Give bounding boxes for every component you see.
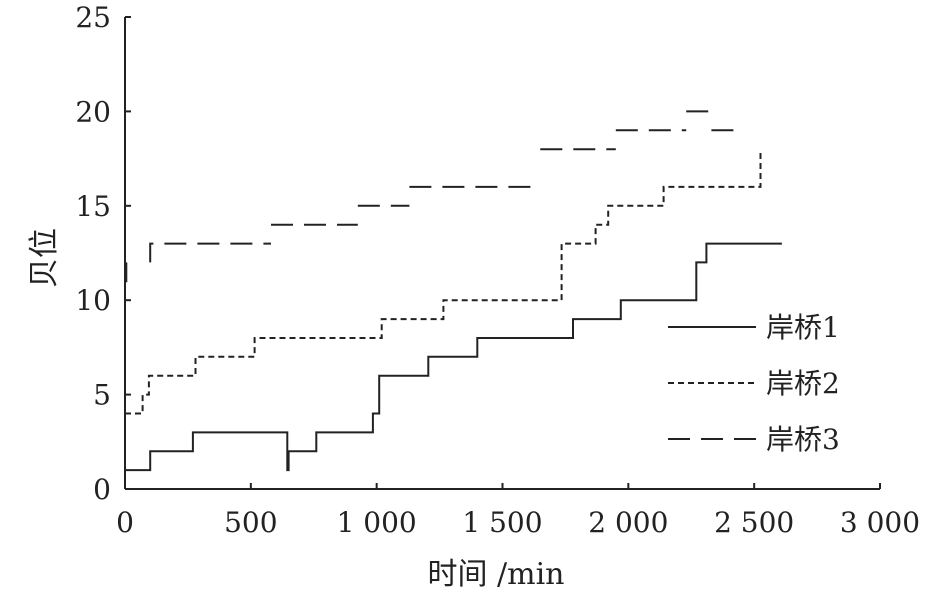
legend-label-3: 岸桥3 [766, 423, 840, 456]
y-tick-label: 20 [75, 95, 111, 128]
series-3-line-segment-2 [149, 242, 271, 263]
legend: 岸桥1 岸桥2 岸桥3 [668, 311, 840, 456]
x-tick-label: 0 [116, 506, 134, 539]
y-tick-label: 0 [93, 473, 111, 506]
x-tick-label: 1 000 [337, 506, 417, 539]
y-tick-label: 25 [75, 1, 111, 34]
y-ticks: 0 5 10 15 20 25 [75, 1, 131, 506]
y-tick-label: 10 [75, 284, 111, 317]
series-2-line [125, 149, 762, 415]
y-tick-label: 5 [93, 379, 111, 412]
x-ticks: 0 500 1 000 1 500 2 000 2 500 3 000 [116, 483, 920, 539]
y-axis-title: 贝位 [27, 228, 62, 288]
x-axis-title: 时间 /min [427, 557, 564, 592]
x-tick-label: 1 500 [462, 506, 542, 539]
legend-label-1: 岸桥1 [766, 311, 840, 344]
x-tick-label: 3 000 [840, 506, 920, 539]
x-tick-label: 2 000 [588, 506, 668, 539]
series-1-line [125, 242, 782, 472]
series-3-line-segment-1 [125, 262, 128, 283]
axes [124, 17, 880, 490]
y-tick-label: 15 [75, 190, 111, 223]
series-lines [125, 110, 782, 472]
legend-label-2: 岸桥2 [766, 367, 840, 400]
x-tick-label: 500 [224, 506, 277, 539]
x-tick-label: 2 500 [714, 506, 794, 539]
